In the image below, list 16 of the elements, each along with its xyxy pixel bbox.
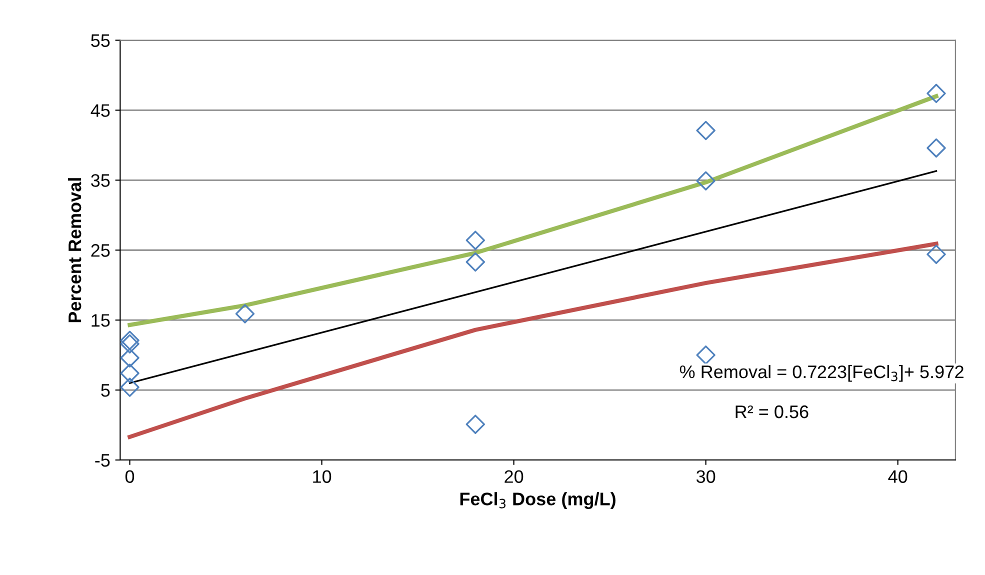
y-axis-title: Percent Removal [68, 178, 82, 322]
x-tick-label: 20 [504, 470, 524, 483]
y-tick-label: 45 [90, 104, 110, 117]
x-axis-title: FeCl$_{3}$ Dose (mg/L) [460, 492, 616, 510]
y-tick-label: 15 [92, 314, 110, 327]
y-tick-label: 35 [91, 174, 110, 187]
x-tick-label: 30 [696, 470, 716, 483]
y-tick-label: 25 [91, 244, 110, 257]
y-tick-label: 5 [101, 384, 110, 397]
y-tick-label: 55 [91, 34, 110, 47]
annotation: % Removal = 0.7223[FeCl$_{3}$]+ 5.972 [680, 364, 964, 382]
y-tick-label: -5 [95, 454, 110, 467]
annotation: R² = 0.56 [736, 405, 808, 418]
x-tick-label: 10 [313, 470, 332, 483]
x-tick-label: 40 [888, 470, 908, 483]
x-tick-label: 0 [125, 470, 134, 483]
